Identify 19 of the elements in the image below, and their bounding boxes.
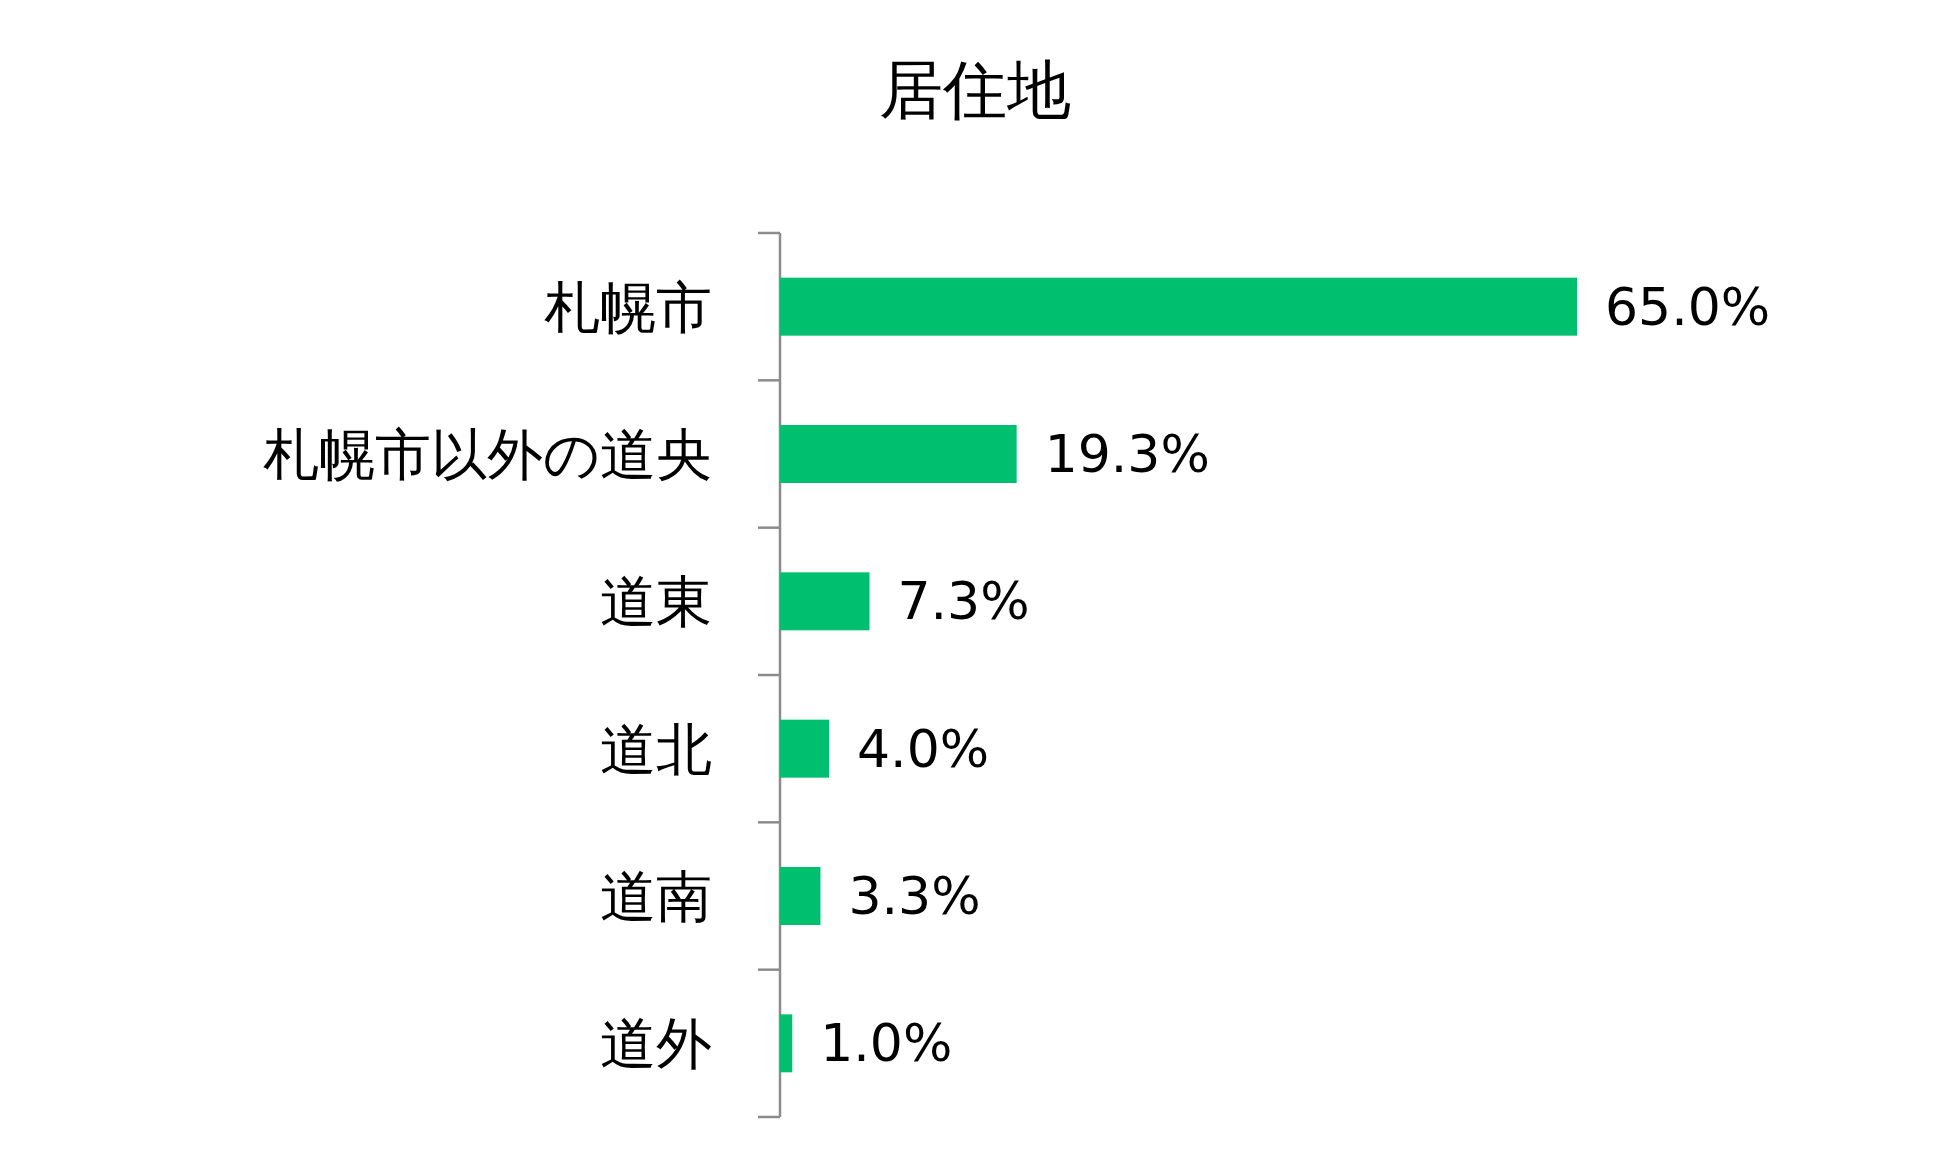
bar: [780, 277, 1577, 336]
data-label: 7.3%: [897, 571, 1030, 632]
bar: [780, 572, 870, 631]
y-tick-label: 札幌市以外の道央: [263, 422, 712, 487]
data-label: 65.0%: [1605, 276, 1771, 337]
data-label: 3.3%: [848, 866, 981, 926]
y-tick-label: 道外: [600, 1011, 712, 1077]
data-label: 19.3%: [1044, 424, 1210, 484]
data-label: 4.0%: [857, 718, 990, 779]
bar: [780, 719, 830, 778]
bar: [780, 1014, 793, 1073]
bar: [780, 867, 821, 925]
y-tick-label: 札幌市: [544, 274, 712, 340]
data-label: 1.0%: [820, 1013, 953, 1074]
y-tick-label: 道北: [600, 716, 712, 782]
bar: [780, 425, 1017, 483]
y-tick-label: 道南: [600, 864, 712, 929]
y-tick-label: 道東: [600, 569, 712, 635]
chart-title: 居住地: [879, 53, 1071, 127]
